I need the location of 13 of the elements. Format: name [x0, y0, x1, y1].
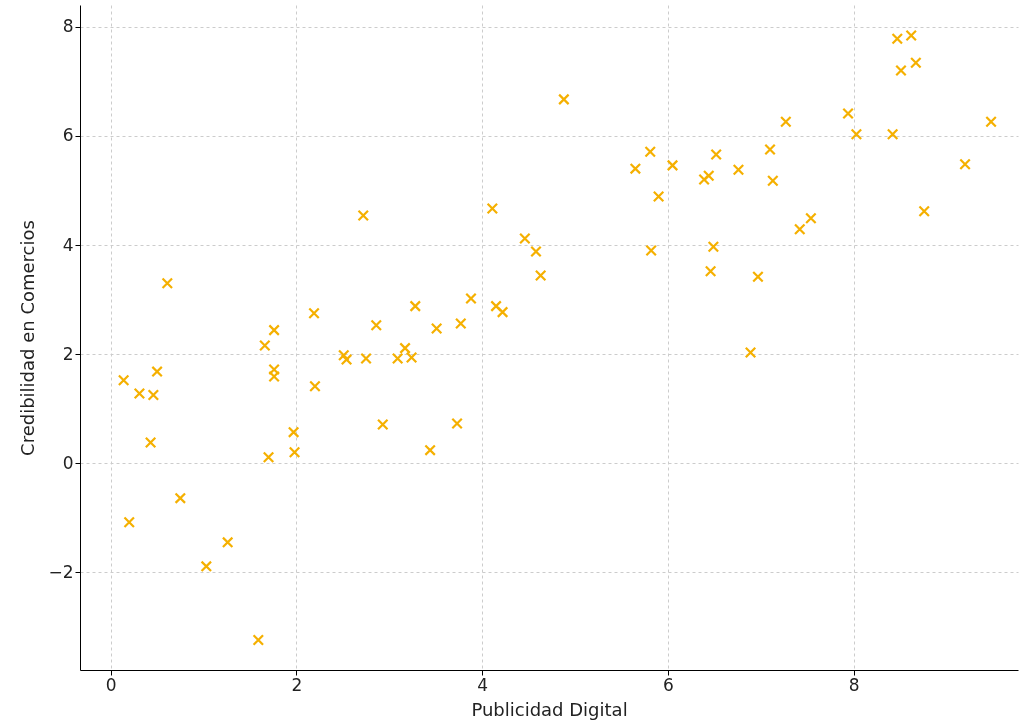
x-tick-label: 8: [848, 674, 860, 695]
y-tick-label: −2: [48, 561, 74, 582]
x-axis-title: Publicidad Digital: [471, 698, 628, 720]
x-tick-label: 2: [291, 674, 303, 695]
y-tick-label: 8: [62, 16, 74, 37]
x-tick-label: 6: [662, 674, 674, 695]
y-tick-label: 2: [62, 343, 74, 364]
x-tick-label: 4: [477, 674, 489, 695]
y-axis-title: Credibilidad en Comercios: [17, 220, 39, 456]
y-tick-label: 0: [62, 452, 74, 473]
y-tick-label: 4: [62, 234, 74, 255]
x-tick-label: 0: [105, 674, 117, 695]
y-tick-label: 6: [62, 125, 74, 146]
